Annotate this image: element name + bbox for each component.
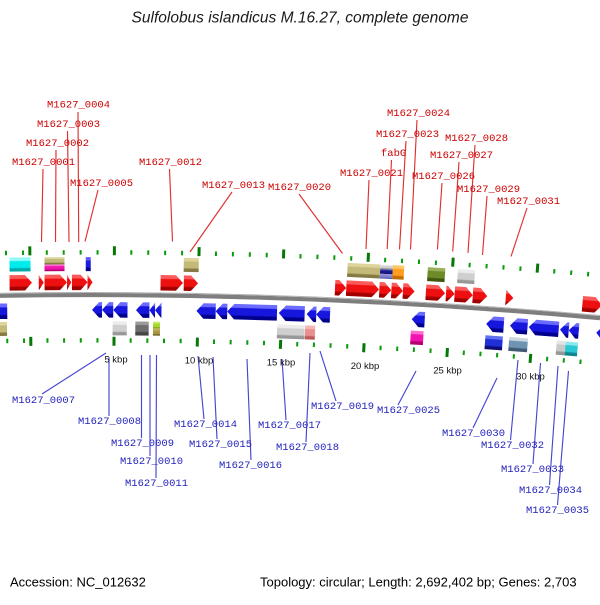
svg-text:M1627_0030: M1627_0030 [442,428,505,440]
svg-text:M1627_0018: M1627_0018 [276,442,339,454]
svg-text:M1627_0032: M1627_0032 [481,440,544,452]
svg-text:M1627_0033: M1627_0033 [501,464,564,476]
svg-text:10 kbp: 10 kbp [185,356,214,367]
svg-text:20 kbp: 20 kbp [351,361,380,372]
svg-text:M1627_0034: M1627_0034 [519,485,582,497]
svg-text:M1627_0009: M1627_0009 [111,438,174,450]
svg-text:M1627_0021: M1627_0021 [340,168,403,180]
svg-text:Accession: NC_012632: Accession: NC_012632 [10,575,146,590]
svg-text:15 kbp: 15 kbp [267,358,296,369]
svg-text:M1627_0024: M1627_0024 [387,108,450,120]
svg-text:5 kbp: 5 kbp [104,355,127,366]
svg-text:M1627_0017: M1627_0017 [258,420,321,432]
svg-text:M1627_0011: M1627_0011 [125,478,188,490]
svg-text:M1627_0001: M1627_0001 [12,157,75,169]
svg-text:M1627_0007: M1627_0007 [12,395,75,407]
svg-text:fabG: fabG [381,148,406,160]
svg-text:M1627_0002: M1627_0002 [26,138,89,150]
svg-text:Sulfolobus islandicus M.16.27,: Sulfolobus islandicus M.16.27, complete … [132,10,469,27]
svg-text:M1627_0014: M1627_0014 [174,419,237,431]
svg-text:M1627_0020: M1627_0020 [268,182,331,194]
svg-text:M1627_0013: M1627_0013 [202,180,265,192]
svg-text:M1627_0029: M1627_0029 [457,184,520,196]
svg-text:M1627_0008: M1627_0008 [78,416,141,428]
svg-text:Topology: circular; Length: 2,: Topology: circular; Length: 2,692,402 bp… [260,575,577,590]
svg-text:M1627_0023: M1627_0023 [376,129,439,141]
svg-text:M1627_0019: M1627_0019 [311,401,374,413]
svg-text:M1627_0012: M1627_0012 [139,157,202,169]
svg-text:M1627_0010: M1627_0010 [120,456,183,468]
svg-text:M1627_0031: M1627_0031 [497,196,560,208]
svg-text:M1627_0027: M1627_0027 [430,150,493,162]
svg-text:M1627_0005: M1627_0005 [70,178,133,190]
svg-text:M1627_0028: M1627_0028 [445,133,508,145]
svg-text:M1627_0026: M1627_0026 [412,171,475,183]
svg-text:M1627_0035: M1627_0035 [526,505,589,517]
svg-text:M1627_0003: M1627_0003 [37,119,100,131]
svg-text:M1627_0016: M1627_0016 [219,460,282,472]
svg-text:25 kbp: 25 kbp [433,366,462,377]
svg-text:M1627_0015: M1627_0015 [189,439,252,451]
svg-text:M1627_0025: M1627_0025 [377,405,440,417]
svg-text:M1627_0004: M1627_0004 [47,100,110,112]
svg-text:30 kbp: 30 kbp [516,372,545,383]
